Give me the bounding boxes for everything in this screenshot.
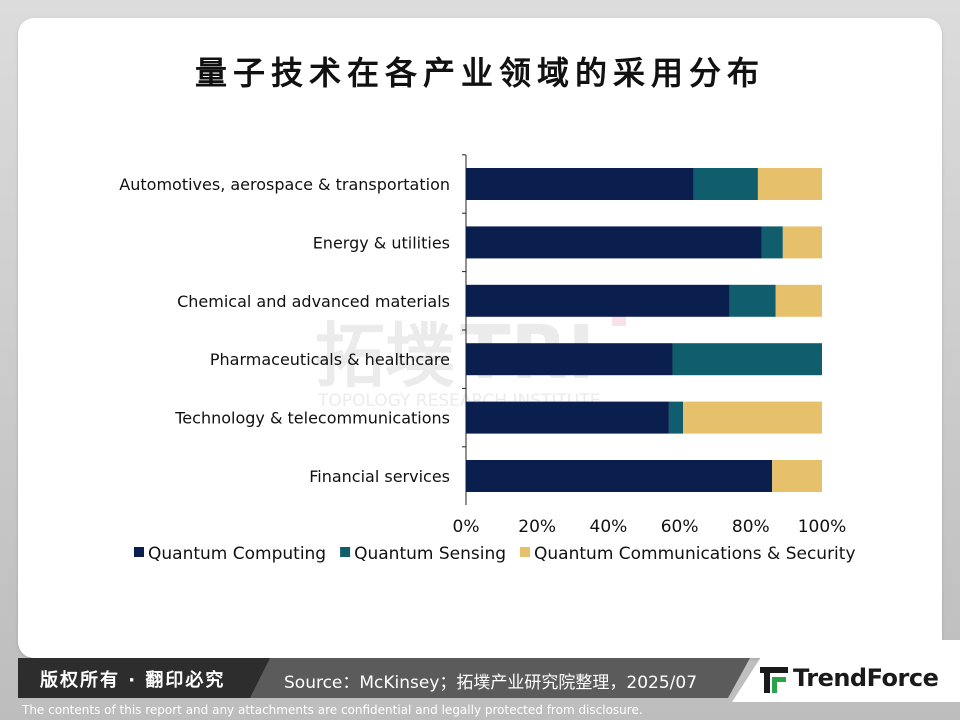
copyright-band: 版权所有 · 翻印必究 bbox=[18, 658, 270, 698]
x-tick-label: 60% bbox=[661, 517, 699, 537]
legend-label-0: Quantum Computing bbox=[148, 544, 326, 564]
x-tick-label: 40% bbox=[590, 517, 628, 537]
bar-segment-1 bbox=[693, 168, 758, 200]
bar-segment-0 bbox=[466, 401, 669, 434]
category-label: Automotives, aerospace & transportation bbox=[119, 175, 450, 194]
source-text: Source：McKinsey；拓墣产业研究院整理，2025/07 bbox=[284, 673, 698, 693]
category-label: Financial services bbox=[309, 467, 450, 486]
category-label: Pharmaceuticals & healthcare bbox=[210, 350, 450, 369]
category-label: Technology & telecommunications bbox=[174, 409, 450, 428]
bar-segment-2 bbox=[683, 401, 822, 434]
legend-swatch-2 bbox=[520, 547, 531, 557]
bar-segment-0 bbox=[466, 226, 762, 259]
x-tick-label: 80% bbox=[732, 517, 770, 537]
category-label: Chemical and advanced materials bbox=[177, 292, 450, 311]
trendforce-logo-icon bbox=[760, 667, 788, 693]
chart-title: 量子技术在各产业领域的采用分布 bbox=[194, 54, 765, 92]
bar-segment-1 bbox=[672, 343, 822, 376]
slide-card bbox=[18, 18, 942, 658]
disclaimer-text: The contents of this report and any atta… bbox=[22, 703, 643, 717]
x-tick-label: 0% bbox=[453, 517, 480, 537]
bar-segment-2 bbox=[757, 168, 822, 200]
bar-segment-0 bbox=[466, 284, 730, 317]
source-band: Source：McKinsey；拓墣产业研究院整理，2025/07 bbox=[250, 658, 750, 698]
copyright-text: 版权所有 · 翻印必究 bbox=[40, 670, 226, 691]
plot-area: Automotives, aerospace & transportation E… bbox=[119, 154, 847, 537]
bar-segment-2 bbox=[772, 460, 822, 492]
x-tick-label: 100% bbox=[798, 517, 847, 537]
legend-label-1: Quantum Sensing bbox=[354, 544, 506, 564]
bar-segment-1 bbox=[668, 401, 684, 434]
bar-segment-2 bbox=[782, 226, 822, 259]
bar-segment-0 bbox=[466, 460, 773, 492]
legend: Quantum Computing Quantum Sensing Quantum … bbox=[134, 544, 856, 564]
legend-swatch-0 bbox=[134, 547, 144, 557]
legend-swatch-1 bbox=[340, 547, 351, 557]
x-tick-label: 20% bbox=[518, 517, 556, 537]
legend-label-2: Quantum Communications & Security bbox=[534, 544, 855, 564]
bar-segment-2 bbox=[775, 284, 822, 317]
bar-segment-1 bbox=[761, 226, 783, 259]
bar-segment-1 bbox=[729, 284, 776, 317]
bar-segment-0 bbox=[466, 343, 673, 376]
trendforce-logo-text: TrendForce bbox=[793, 664, 939, 692]
stacked-bar-chart: 拓墣 TRI TOPOLOGY RESEARCH INSTITUTE Autom… bbox=[119, 154, 856, 564]
category-label: Energy & utilities bbox=[313, 233, 450, 252]
watermark-cn: 拓墣 bbox=[315, 315, 455, 397]
bar-segment-0 bbox=[466, 168, 694, 200]
